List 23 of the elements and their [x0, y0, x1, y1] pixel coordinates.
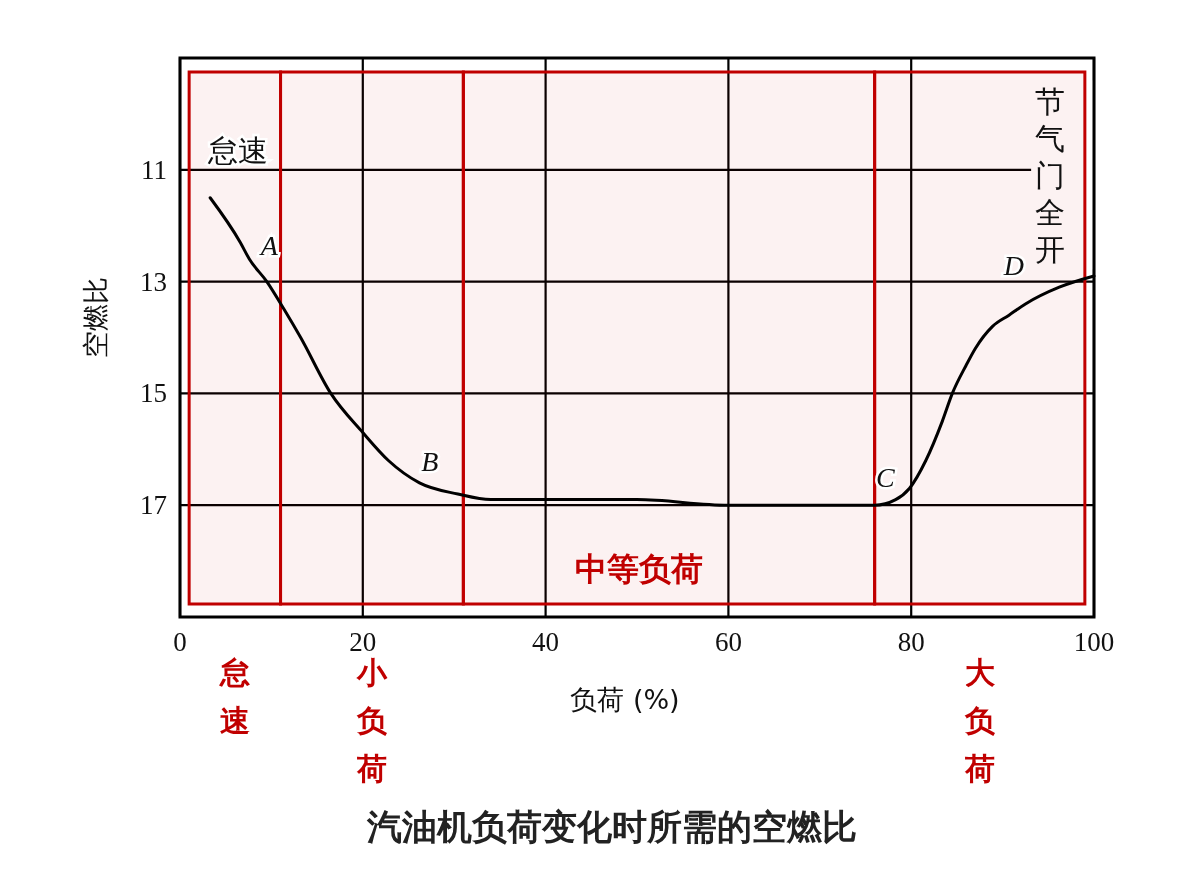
band-label: 怠速: [206, 132, 268, 168]
y-tick-label: 17: [140, 490, 167, 521]
x-tick-label: 100: [1073, 627, 1115, 657]
y-tick-label: 15: [140, 378, 167, 409]
y-axis-title: 空燃比: [79, 277, 111, 358]
annotation: 节气门全开: [1035, 83, 1066, 267]
band-label: 中等负荷: [574, 550, 703, 588]
annotation: A: [258, 230, 279, 262]
annotation: B: [421, 445, 439, 477]
band-label: 小负荷: [355, 654, 388, 786]
x-tick-label: 40: [532, 627, 560, 657]
annotation: D: [1002, 250, 1024, 282]
y-tick-label: 13: [140, 266, 167, 297]
x-tick-label: 0: [173, 627, 187, 657]
x-tick-label: 20: [349, 627, 377, 657]
y-tick-label: 11: [141, 154, 167, 185]
band-label: 大负荷: [963, 654, 996, 786]
x-tick-label: 60: [714, 627, 742, 657]
text: 汽油机负荷变化时所需的空燃比: [366, 807, 857, 847]
annotation: C: [875, 462, 895, 494]
x-tick-label: 80: [897, 627, 925, 657]
x-axis-title: 负荷 (%): [570, 683, 680, 715]
text: 怠速: [218, 654, 250, 738]
